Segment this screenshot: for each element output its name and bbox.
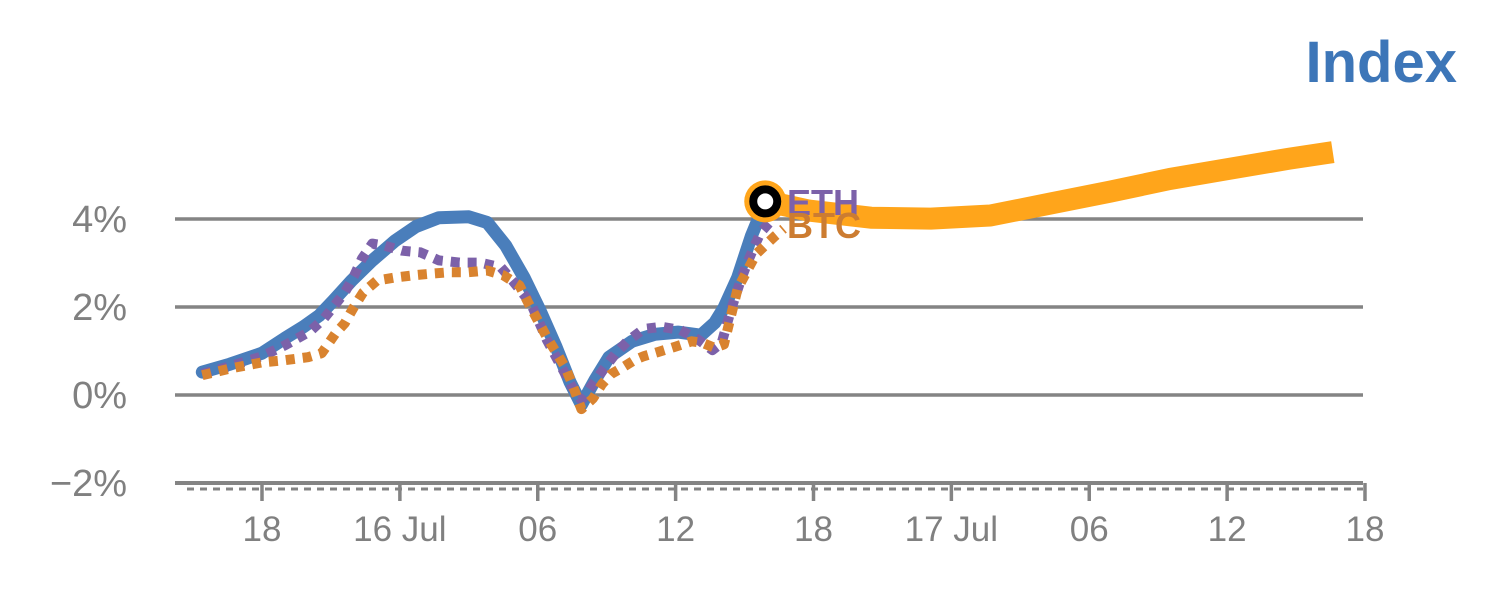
index-line xyxy=(195,195,772,412)
eth-line xyxy=(200,213,779,406)
eth-series-label: ETH xyxy=(787,182,859,223)
x-tick-label: 12 xyxy=(1208,510,1247,549)
x-tick-label: 18 xyxy=(1346,510,1385,549)
btc-line xyxy=(201,224,787,415)
btc-series-label: BTC xyxy=(787,205,861,246)
y-tick-label: 2% xyxy=(72,287,127,329)
current-point-marker xyxy=(749,185,782,218)
chart-title: Index xyxy=(1305,30,1458,95)
x-tick-label: 06 xyxy=(518,510,557,549)
x-tick-label: 17 Jul xyxy=(905,510,998,549)
index-projection-line xyxy=(762,141,1335,230)
x-tick-label: 18 xyxy=(243,510,282,549)
x-tick-label: 06 xyxy=(1070,510,1109,549)
x-tick-label: 16 Jul xyxy=(353,510,446,549)
y-tick-label: 4% xyxy=(72,199,127,241)
y-tick-label: −2% xyxy=(50,463,127,505)
y-tick-label: 0% xyxy=(72,375,127,417)
x-tick-label: 12 xyxy=(656,510,695,549)
x-tick-label: 18 xyxy=(794,510,833,549)
